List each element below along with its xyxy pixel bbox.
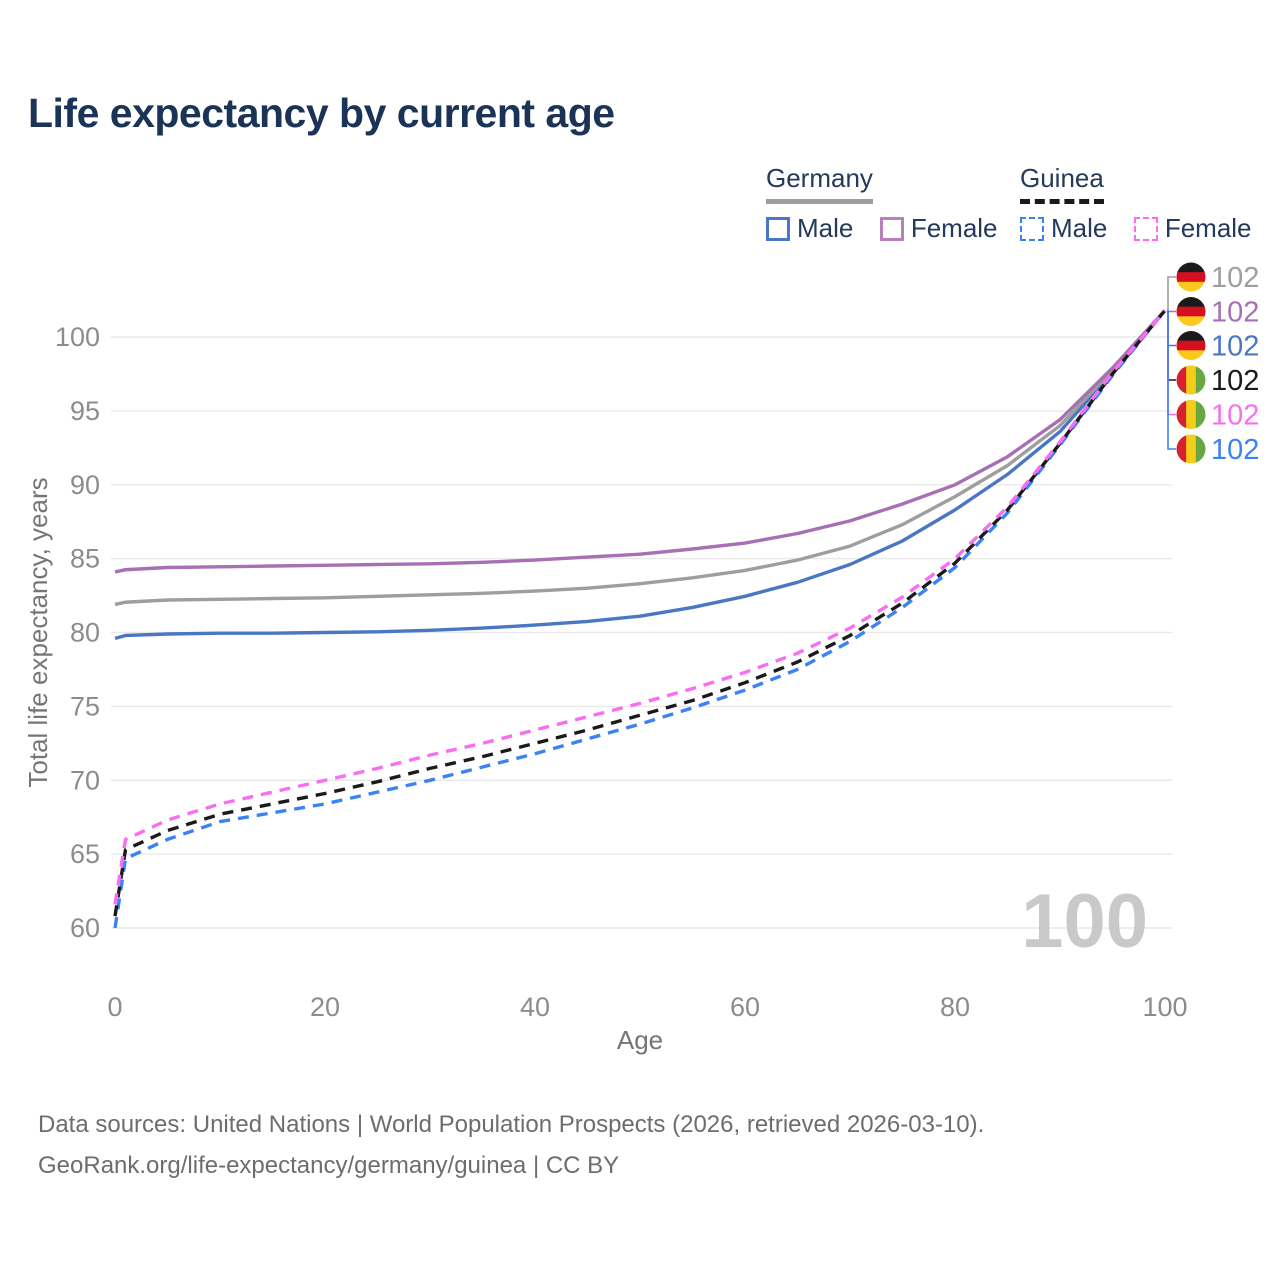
x-tick-0: 0 (107, 992, 122, 1022)
germany-flag-icon (1176, 331, 1206, 360)
germany-flag-icon (1176, 297, 1206, 326)
germany-female-swatch-icon (879, 216, 904, 241)
x-tick-100: 100 (1142, 992, 1187, 1022)
y-tick-80: 80 (70, 618, 100, 648)
legend-label-guinea-male: Male (1051, 213, 1108, 243)
end-value-guinea-female: 102 (1211, 400, 1259, 432)
germany-flag-icon (1176, 262, 1206, 292)
legend-group-germany: Germany Male Female (766, 163, 1020, 246)
y-tick-65: 65 (70, 839, 100, 869)
legend-items-germany: Male Female (766, 213, 1020, 246)
footer-url: GeoRank.org/life-expectancy/germany/guin… (38, 1152, 620, 1179)
y-tick-90: 90 (70, 470, 100, 500)
series-line-germany-female (114, 309, 1167, 574)
legend-country-guinea: Guinea (1020, 163, 1104, 204)
series-line-guinea-male (113, 309, 1167, 929)
leader-line-germany-male (1167, 310, 1176, 347)
legend-label-guinea-female: Female (1164, 213, 1252, 243)
legend-item-guinea-male[interactable]: Male (1020, 213, 1107, 244)
x-tick-20: 20 (310, 992, 340, 1022)
guinea-flag-icon (1176, 365, 1206, 395)
guinea-flag-icon (1176, 434, 1206, 464)
legend-item-germany-male[interactable]: Male (766, 213, 853, 244)
guinea-male-swatch-icon (1020, 216, 1044, 241)
end-value-guinea-male: 102 (1211, 434, 1259, 466)
y-tick-85: 85 (70, 544, 100, 574)
end-value-germany-both: 102 (1211, 262, 1259, 294)
leader-line-germany-female (1167, 310, 1176, 313)
leader-line-germany-both (1167, 276, 1176, 311)
legend-item-germany-female[interactable]: Female (879, 213, 998, 244)
legend-country-germany: Germany (766, 163, 873, 204)
x-tick-60: 60 (730, 992, 760, 1022)
series-line-guinea-both (113, 309, 1167, 917)
y-tick-70: 70 (70, 765, 100, 795)
x-axis-title: Age (617, 1025, 663, 1055)
series-line-germany-both (114, 309, 1167, 607)
y-tick-95: 95 (70, 396, 100, 426)
x-tick-40: 40 (520, 992, 550, 1022)
legend-label-germany-female: Female (910, 213, 998, 243)
legend-group-guinea: Guinea Male Female (1020, 163, 1274, 246)
footer-data-sources: Data sources: United Nations | World Pop… (38, 1111, 985, 1138)
end-value-guinea-both: 102 (1211, 365, 1259, 397)
x-tick-80: 80 (940, 992, 970, 1022)
guinea-female-swatch-icon (1133, 216, 1158, 241)
footer: Data sources: United Nations | World Pop… (38, 1104, 984, 1186)
page-title: Life expectancy by current age (28, 90, 615, 136)
y-tick-60: 60 (70, 913, 100, 943)
legend-items-guinea: Male Female (1020, 213, 1274, 246)
end-value-germany-female: 102 (1211, 297, 1259, 329)
y-tick-100: 100 (55, 322, 100, 352)
age-watermark: 100 (1021, 879, 1148, 964)
germany-male-swatch-icon (766, 216, 790, 241)
end-value-germany-male: 102 (1211, 331, 1259, 363)
series-line-germany-male (114, 309, 1167, 641)
series-line-guinea-female (113, 309, 1167, 905)
legend-item-guinea-female[interactable]: Female (1133, 213, 1252, 244)
legend-label-germany-male: Male (797, 213, 854, 243)
leader-line-guinea-female (1167, 310, 1176, 416)
leader-line-guinea-male (1167, 310, 1176, 450)
y-tick-75: 75 (70, 691, 100, 721)
guinea-flag-icon (1176, 400, 1206, 429)
y-axis-title: Total life expectancy, years (23, 477, 53, 787)
